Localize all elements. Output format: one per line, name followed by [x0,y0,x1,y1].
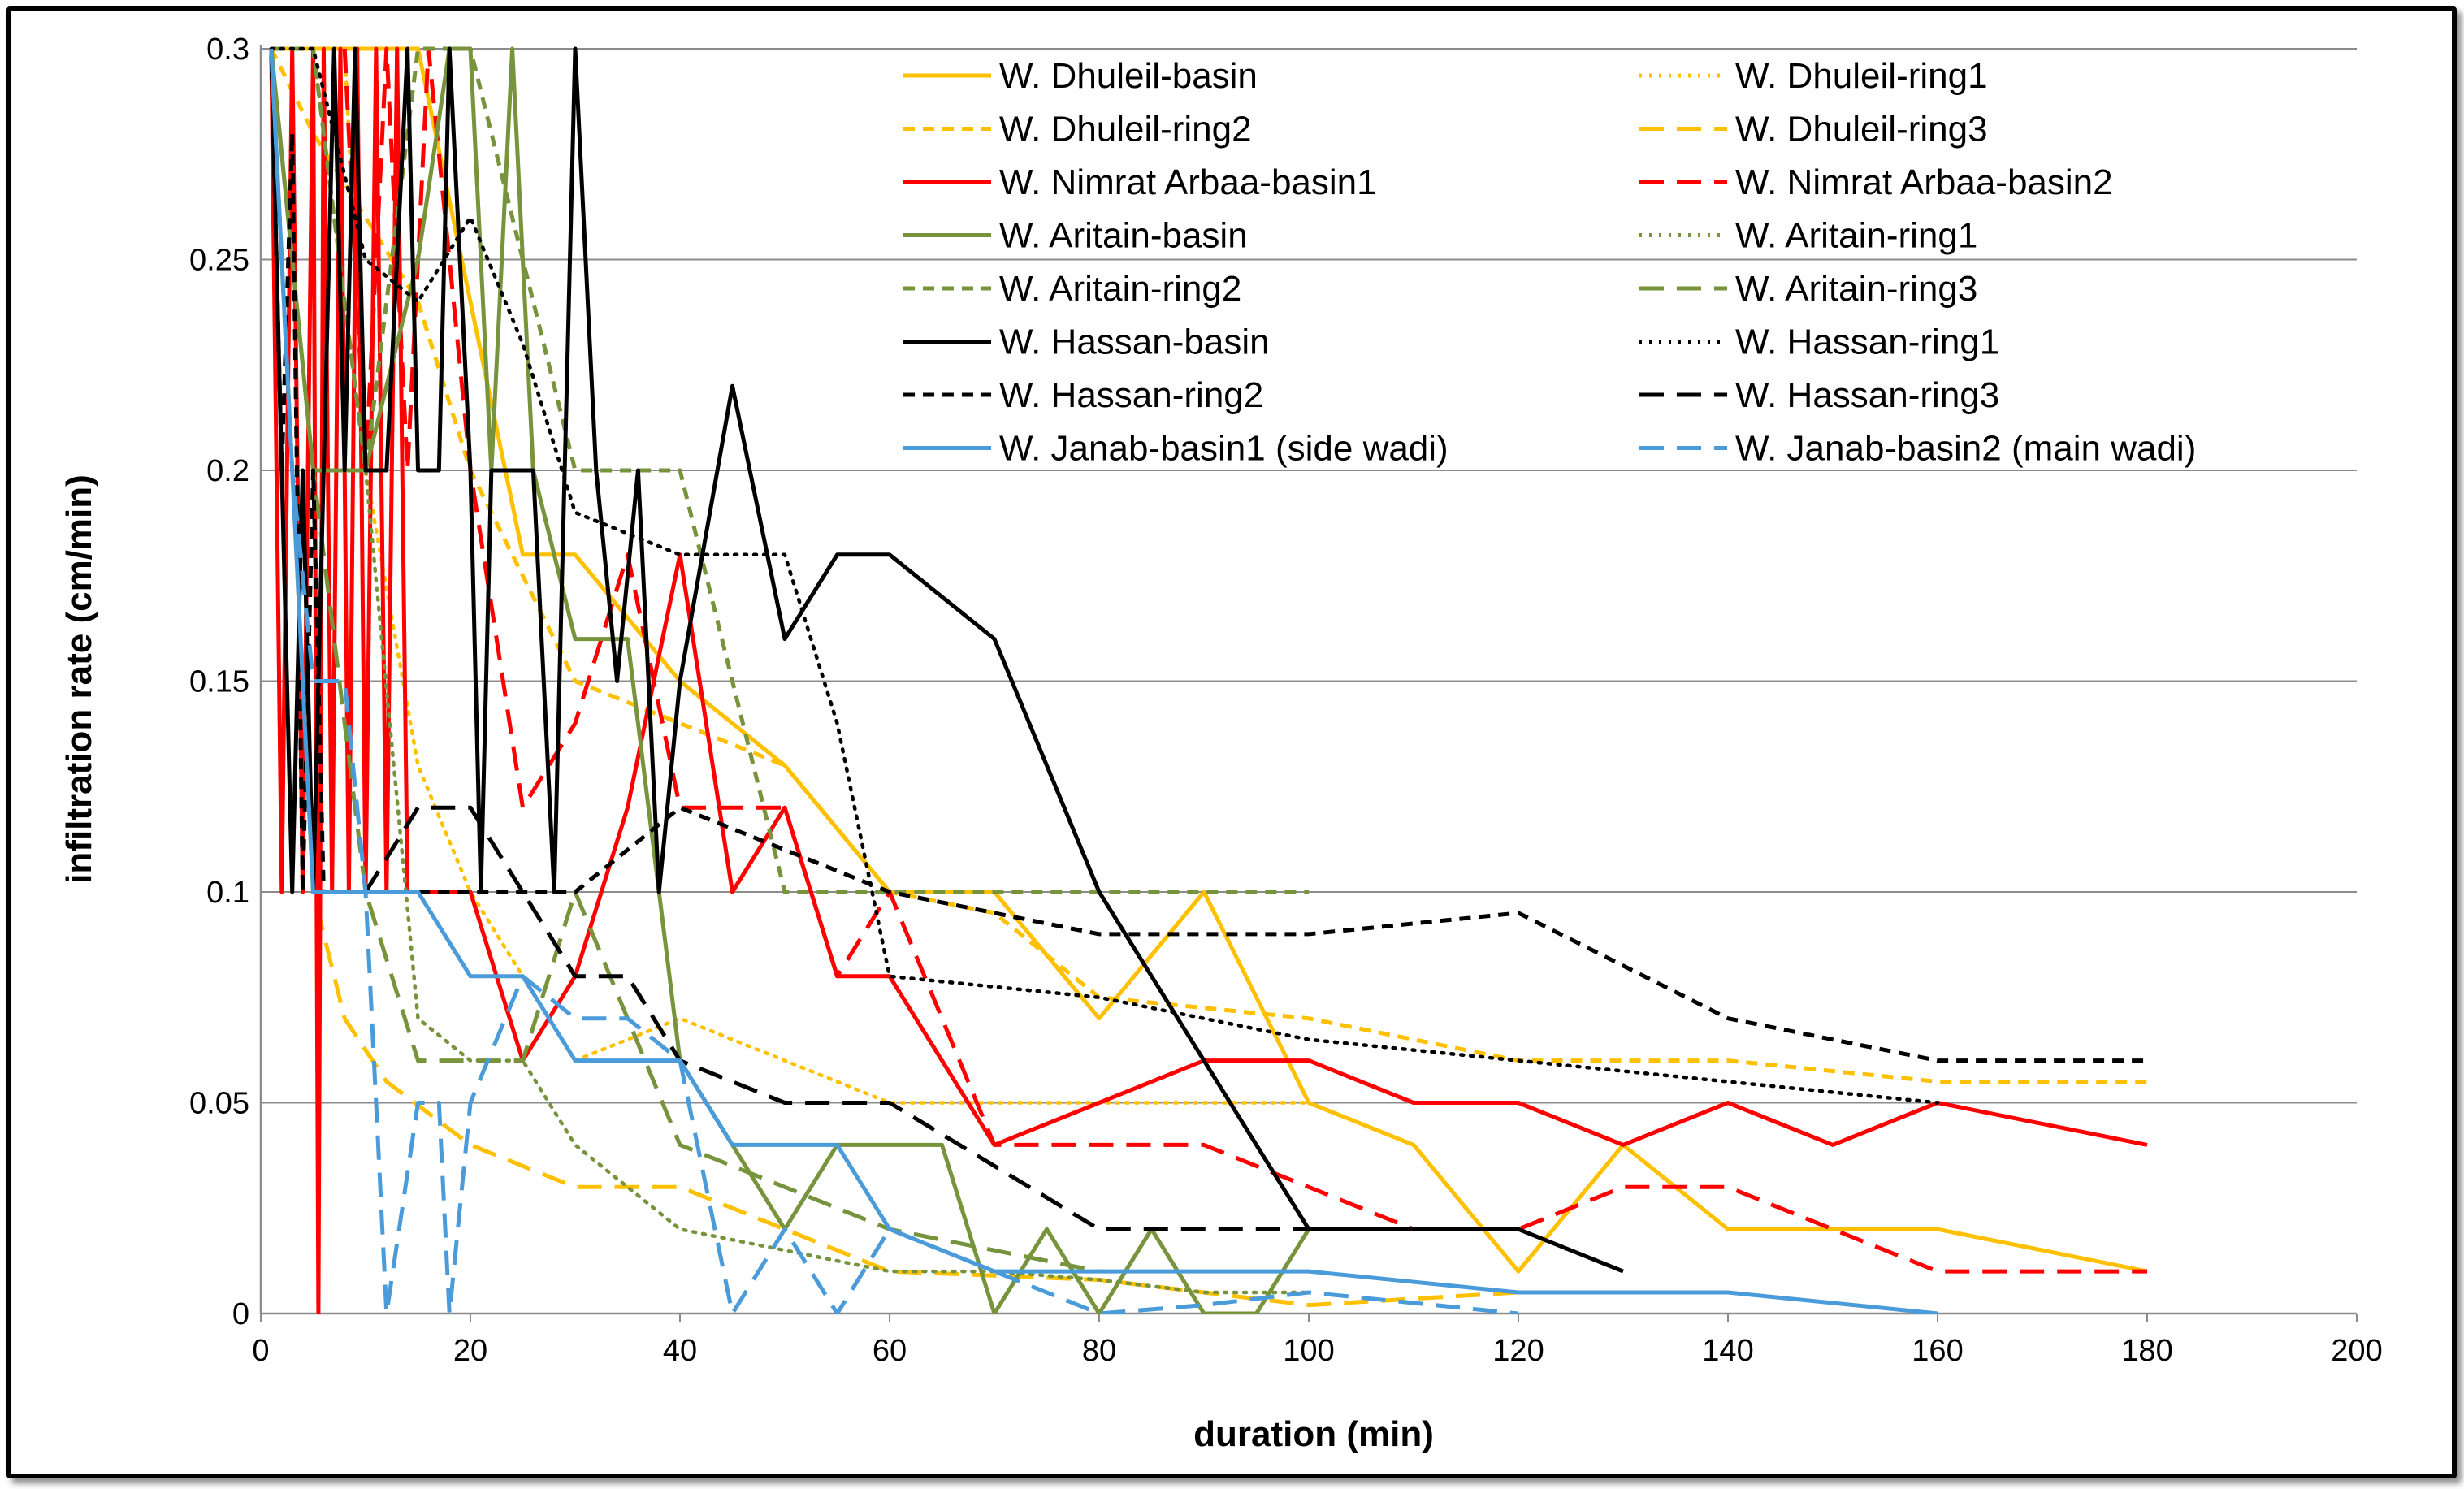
legend-label-w-hassan-ring1: W. Hassan-ring1 [1735,322,1999,362]
series-line-w-aritain-ring1 [269,46,1311,1295]
x-tick-label: 180 [2121,1334,2172,1368]
series-line-w-hassan-ring3 [363,805,1309,1231]
y-tick-label: 0.1 [206,876,249,910]
legend-label-w-janab-basin1-side-wadi: W. Janab-basin1 (side wadi) [999,429,1449,469]
x-tick-label: 80 [1082,1334,1116,1368]
legend-label-w-janab-basin2-main-wadi: W. Janab-basin2 (main wadi) [1735,429,2196,469]
legend-label-w-dhuleil-basin: W. Dhuleil-basin [999,56,1258,96]
series-line-w-janab-basin2-main-wadi [269,48,1519,1314]
y-axis-title: infiltration rate (cm/min) [59,474,99,884]
legend-label-w-aritain-ring3: W. Aritain-ring3 [1735,269,1977,309]
legend-label-w-hassan-basin: W. Hassan-basin [999,322,1270,362]
y-tick-label: 0.25 [189,244,249,278]
y-tick-label: 0.2 [206,454,249,488]
legend: W. Dhuleil-basin W. Dhuleil-ring1 W. Dhule… [903,56,2196,469]
y-tick-label: 0 [232,1297,249,1331]
series-line-w-hassan-basin [269,46,1624,1274]
legend-label-w-nimrat-arbaa-basin2: W. Nimrat Arbaa-basin2 [1735,162,2113,202]
legend-label-w-aritain-ring2: W. Aritain-ring2 [999,269,1241,309]
series-line-w-janab-basin1-side-wadi [269,48,1938,1314]
tick-labels: 0 0.05 0.1 0.15 0.2 0.25 0.3 0 20 40 60 80 100 120 140… [189,32,2383,1368]
axes [259,45,2358,1322]
x-tick-label: 200 [2331,1334,2382,1368]
y-tick-label: 0.15 [189,665,249,699]
series-line-w-nimrat-arbaa-basin2 [342,46,2147,1274]
x-tick-label: 20 [453,1334,487,1368]
x-tick-label: 120 [1492,1334,1544,1368]
x-tick-label: 100 [1283,1334,1334,1368]
legend-label-w-hassan-ring2: W. Hassan-ring2 [999,375,1263,415]
series-line-w-dhuleil-ring1 [269,46,1311,1105]
gridlines [261,48,2357,1104]
legend-label-w-hassan-ring3: W. Hassan-ring3 [1735,375,1999,415]
legend-label-w-dhuleil-ring1: W. Dhuleil-ring1 [1735,56,1988,96]
series-line-w-hassan-ring1 [269,46,1940,1105]
y-tick-label: 0.3 [206,32,249,67]
legend-label-w-dhuleil-ring3: W. Dhuleil-ring3 [1735,110,1988,149]
x-tick-label: 60 [873,1334,907,1368]
x-tick-label: 140 [1702,1334,1753,1368]
series-group [269,46,2148,1314]
x-tick-label: 40 [663,1334,697,1368]
x-axis-title: duration (min) [1193,1414,1434,1454]
series-line-w-dhuleil-ring2 [269,47,2147,1084]
legend-label-w-nimrat-arbaa-basin1: W. Nimrat Arbaa-basin1 [999,162,1377,202]
legend-label-w-dhuleil-ring2: W. Dhuleil-ring2 [999,110,1252,149]
legend-label-w-aritain-ring1: W. Aritain-ring1 [1735,216,1977,256]
x-tick-label: 160 [1912,1334,1963,1368]
x-tick-label: 0 [252,1334,269,1368]
legend-label-w-aritain-basin: W. Aritain-basin [999,216,1248,256]
y-tick-label: 0.05 [189,1087,249,1121]
